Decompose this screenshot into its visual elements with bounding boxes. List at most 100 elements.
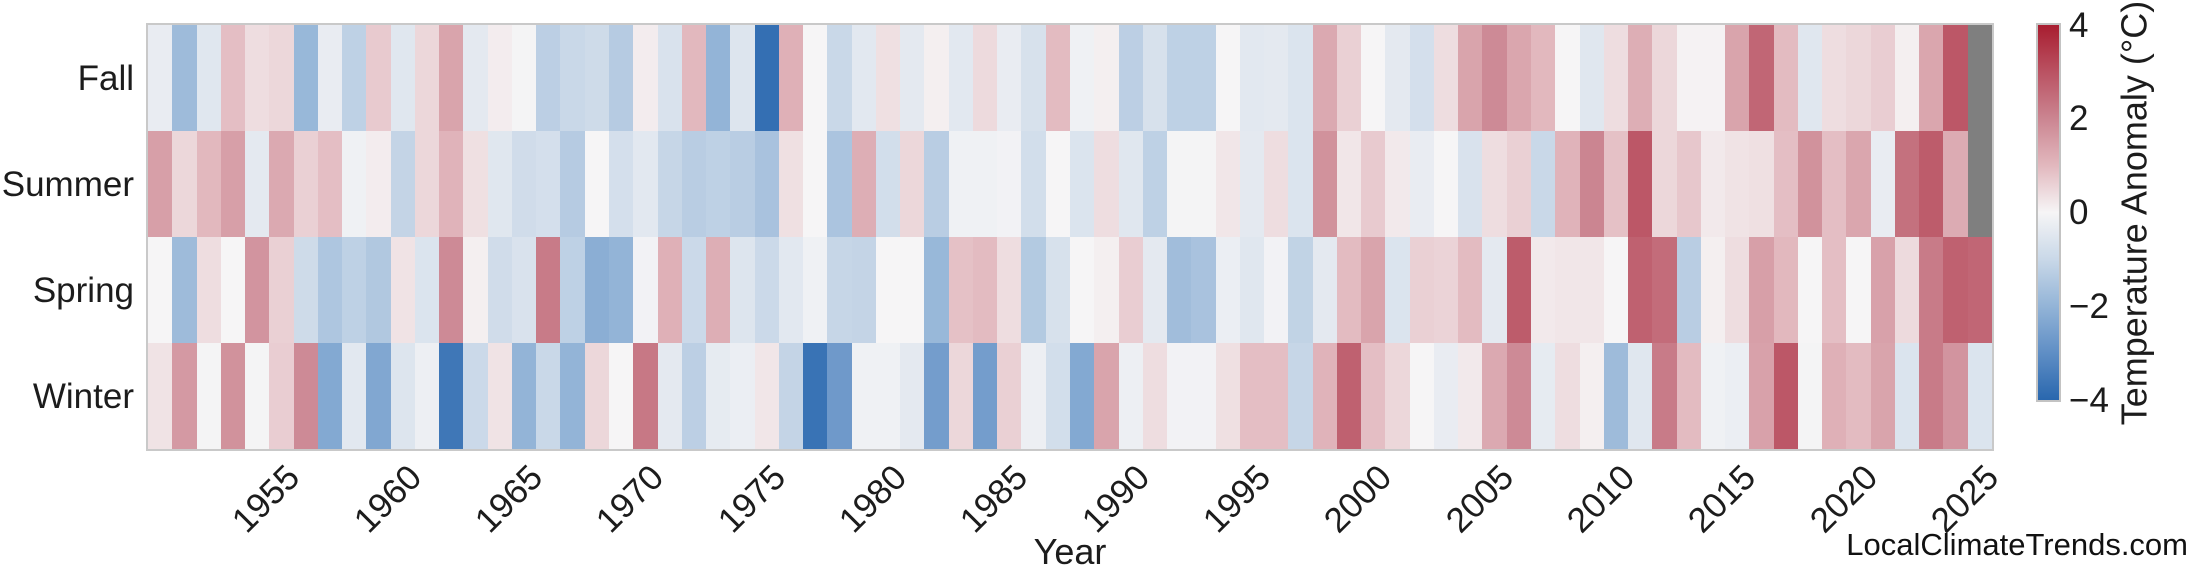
- heatmap-cell: [1603, 237, 1629, 343]
- heatmap-cell: [803, 343, 828, 449]
- heatmap-cell: [536, 237, 561, 343]
- heatmap-cell: [1433, 237, 1459, 343]
- heatmap-cell: [1385, 343, 1410, 449]
- heatmap-cell: [317, 25, 343, 131]
- heatmap-cell: [1725, 237, 1750, 343]
- heatmap-cell: [1433, 131, 1459, 237]
- heatmap-cell: [293, 131, 318, 237]
- row-label-fall: Fall: [77, 58, 134, 98]
- heatmap-cell: [1506, 131, 1531, 237]
- heatmap-cell: [1676, 25, 1701, 131]
- heatmap-cell: [997, 237, 1022, 343]
- heatmap-cell: [1142, 343, 1168, 449]
- heatmap-cell: [1531, 343, 1556, 449]
- heatmap-cell: [875, 343, 901, 449]
- heatmap-cell: [414, 25, 440, 131]
- heatmap-cell: [875, 131, 901, 237]
- heatmap-cell: [1749, 343, 1774, 449]
- heatmap-cell: [681, 237, 707, 343]
- heatmap-cell: [317, 237, 343, 343]
- heatmap-cell: [342, 343, 367, 449]
- heatmap-cell: [148, 25, 173, 131]
- heatmap-cell: [1021, 131, 1046, 237]
- heatmap-cell: [269, 343, 294, 449]
- heatmap-cell: [172, 343, 197, 449]
- heatmap-cell: [851, 25, 876, 131]
- heatmap-cell: [1482, 237, 1507, 343]
- heatmap-cell: [1846, 25, 1871, 131]
- heatmap-cell: [657, 237, 682, 343]
- heatmap-cell: [657, 25, 682, 131]
- heatmap-cell: [1894, 237, 1920, 343]
- heatmap-cell: [439, 25, 464, 131]
- heatmap-cell: [1773, 237, 1798, 343]
- heatmap-cell: [1215, 131, 1240, 237]
- heatmap-cell: [1628, 131, 1653, 237]
- heatmap-cell: [1167, 25, 1192, 131]
- heatmap-cell: [803, 25, 828, 131]
- heatmap-cell: [172, 25, 197, 131]
- heatmap-cell: [1021, 25, 1046, 131]
- heatmap-cell: [1167, 343, 1192, 449]
- colorbar-gradient: [2036, 23, 2061, 402]
- heatmap-cell: [245, 25, 270, 131]
- heatmap-cell: [1264, 237, 1289, 343]
- heatmap-cell: [1603, 25, 1629, 131]
- heatmap-cell: [1603, 131, 1629, 237]
- heatmap-cell: [1773, 131, 1798, 237]
- heatmap-cell: [754, 237, 779, 343]
- heatmap-cell: [609, 25, 634, 131]
- heatmap-cell: [900, 237, 925, 343]
- heatmap-cell: [1312, 237, 1337, 343]
- heatmap-cell: [1045, 237, 1070, 343]
- heatmap-cell: [269, 131, 294, 237]
- heatmap-cell: [1239, 131, 1265, 237]
- heatmap-cell: [778, 25, 804, 131]
- heatmap-cell: [1749, 237, 1774, 343]
- x-tick-label-1955: 1955: [224, 457, 308, 541]
- heatmap-cell: [1409, 237, 1434, 343]
- heatmap-cell: [1094, 25, 1119, 131]
- heatmap-cell: [245, 131, 270, 237]
- heatmap-cell: [293, 343, 318, 449]
- heatmap-cell: [924, 131, 949, 237]
- x-axis-title: Year: [1033, 531, 1107, 572]
- heatmap-cell: [1045, 25, 1070, 131]
- heatmap-cell: [172, 131, 197, 237]
- heatmap-cell: [997, 25, 1022, 131]
- heatmap-cell: [390, 343, 415, 449]
- heatmap-cell: [657, 131, 682, 237]
- heatmap-cell: [1822, 237, 1847, 343]
- heatmap-cell: [148, 237, 173, 343]
- colorbar-axis-label: Temperature Anomaly (°C): [2113, 0, 2155, 425]
- heatmap-cell: [1167, 237, 1192, 343]
- heatmap-cell: [148, 343, 173, 449]
- x-tick-label-2000: 2000: [1316, 457, 1400, 541]
- heatmap-cell: [1894, 25, 1920, 131]
- heatmap-cell: [439, 343, 464, 449]
- x-tick-label-1960: 1960: [346, 457, 429, 541]
- heatmap-cell: [536, 25, 561, 131]
- heatmap-cell: [924, 237, 949, 343]
- heatmap-cell: [317, 131, 343, 237]
- colorbar-tick-0: 0: [2069, 193, 2089, 232]
- heatmap-cell: [487, 343, 512, 449]
- heatmap-cell: [1846, 343, 1871, 449]
- heatmap-cell: [1579, 25, 1604, 131]
- heatmap-cell: [1070, 131, 1095, 237]
- heatmap-cell: [730, 25, 755, 131]
- heatmap-cell: [511, 131, 537, 237]
- heatmap-cell: [609, 343, 634, 449]
- x-tick-label-1985: 1985: [952, 457, 1036, 541]
- heatmap-cell: [754, 343, 779, 449]
- heatmap-cell: [1894, 343, 1920, 449]
- heatmap-cell: [1846, 131, 1871, 237]
- heatmap-cell: [681, 25, 707, 131]
- heatmap-cell: [1361, 343, 1386, 449]
- heatmap-cell: [1749, 25, 1774, 131]
- heatmap-cell: [439, 131, 464, 237]
- row-label-winter: Winter: [32, 376, 134, 416]
- heatmap-cell: [220, 343, 246, 449]
- heatmap-cell: [1967, 343, 1992, 449]
